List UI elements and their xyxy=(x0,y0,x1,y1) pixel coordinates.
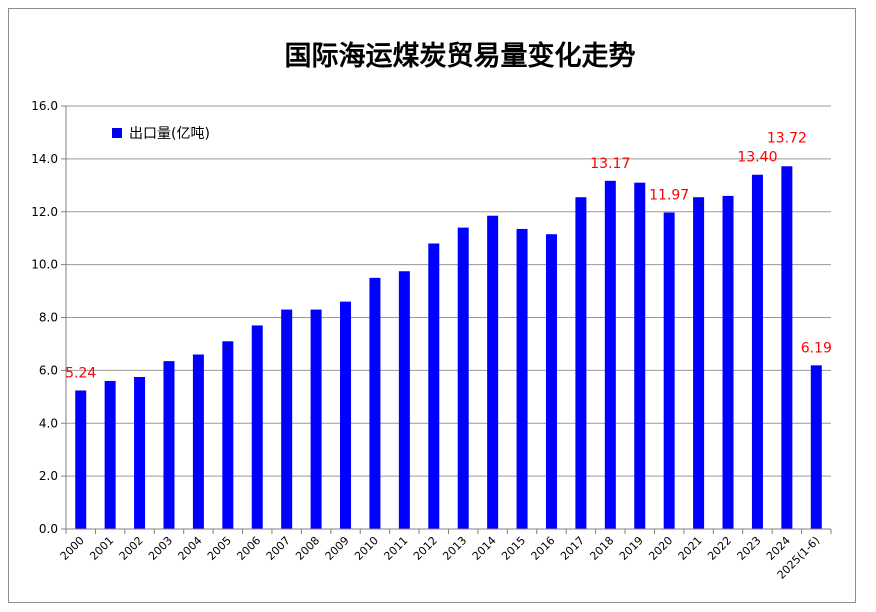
x-tick-label: 2016 xyxy=(529,534,558,563)
bar xyxy=(810,365,822,529)
bar xyxy=(663,212,675,529)
x-tick-label: 2002 xyxy=(117,534,146,563)
bar xyxy=(545,234,557,530)
y-tick-label: 12.0 xyxy=(31,205,58,219)
bar xyxy=(487,215,499,529)
bar xyxy=(604,180,616,530)
chart-title: 国际海运煤炭贸易量变化走势 xyxy=(285,40,636,72)
bar xyxy=(75,390,87,529)
bar xyxy=(222,341,234,529)
gridlines xyxy=(66,105,831,530)
chart-svg: 国际海运煤炭贸易量变化走势 0.0 2.0 4.0 6.0 8.0 10.0 12.0 14.… xyxy=(31,40,832,582)
bar xyxy=(104,380,116,529)
x-tick-label: 2022 xyxy=(705,534,734,563)
x-tick-label: 2007 xyxy=(264,534,293,563)
x-tick-label: 2009 xyxy=(323,534,352,563)
x-tick-label: 2010 xyxy=(352,534,381,563)
data-label: 13.40 xyxy=(737,150,777,166)
bar xyxy=(163,361,175,529)
bar xyxy=(340,301,352,529)
bars xyxy=(75,166,822,530)
bar xyxy=(281,309,293,529)
y-tick-label: 8.0 xyxy=(39,311,58,325)
bar xyxy=(428,243,440,529)
x-tick-label: 2017 xyxy=(558,534,587,563)
x-tick-label: 2001 xyxy=(87,534,116,563)
data-labels: 5.24 13.17 11.97 13.40 13.72 6.19 xyxy=(65,130,832,381)
data-label: 11.97 xyxy=(649,188,689,204)
bar xyxy=(398,271,410,529)
y-tick-label: 4.0 xyxy=(39,416,58,430)
x-tick-label: 2013 xyxy=(440,534,469,563)
legend: 出口量(亿吨) xyxy=(112,126,210,142)
legend-swatch xyxy=(112,128,122,138)
x-tick-label: 2019 xyxy=(617,534,646,563)
x-tick-label: 2018 xyxy=(587,534,616,563)
bar xyxy=(310,309,322,529)
x-tick-label: 2020 xyxy=(646,534,675,563)
bar xyxy=(722,195,734,529)
y-tick-label: 16.0 xyxy=(31,99,58,113)
legend-label: 出口量(亿吨) xyxy=(129,126,210,142)
bar xyxy=(693,197,705,529)
data-label: 5.24 xyxy=(65,365,96,381)
bar xyxy=(192,354,204,529)
y-tick-label: 6.0 xyxy=(39,363,58,377)
y-tick-label: 0.0 xyxy=(39,522,58,536)
x-tick-label: 2006 xyxy=(234,534,263,563)
bar xyxy=(781,166,793,529)
x-tick-label: 2012 xyxy=(411,534,440,563)
data-label: 13.72 xyxy=(767,130,807,146)
x-tick-label: 2000 xyxy=(58,534,87,563)
x-tick-label: 2021 xyxy=(676,534,705,563)
x-axis: 2000 2001 2002 2003 2004 2005 2006 2007 2008 2009… xyxy=(58,528,832,582)
bar xyxy=(751,174,763,530)
x-tick-label: 2005 xyxy=(205,534,234,563)
bar xyxy=(134,376,146,529)
x-tick-label: 2003 xyxy=(146,534,175,563)
data-label: 13.17 xyxy=(590,156,630,172)
bar xyxy=(369,277,381,529)
bar xyxy=(457,227,469,530)
bar xyxy=(251,325,263,529)
x-tick-label: 2011 xyxy=(381,534,410,563)
x-tick-label: 2014 xyxy=(470,534,499,563)
x-tick-label: 2004 xyxy=(176,534,205,563)
x-tick-label: 2015 xyxy=(499,534,528,563)
y-tick-label: 10.0 xyxy=(31,258,58,272)
bar xyxy=(516,228,528,529)
data-label: 6.19 xyxy=(801,340,832,356)
x-tick-label: 2008 xyxy=(293,534,322,563)
y-tick-label: 2.0 xyxy=(39,469,58,483)
chart-frame: 国际海运煤炭贸易量变化走势 0.0 2.0 4.0 6.0 8.0 10.0 12.0 14.… xyxy=(8,8,856,603)
y-axis: 0.0 2.0 4.0 6.0 8.0 10.0 12.0 14.0 16.0 xyxy=(31,99,67,536)
bar xyxy=(634,182,646,529)
x-tick-label: 2023 xyxy=(735,534,764,563)
bar xyxy=(575,197,587,529)
y-tick-label: 14.0 xyxy=(31,152,58,166)
